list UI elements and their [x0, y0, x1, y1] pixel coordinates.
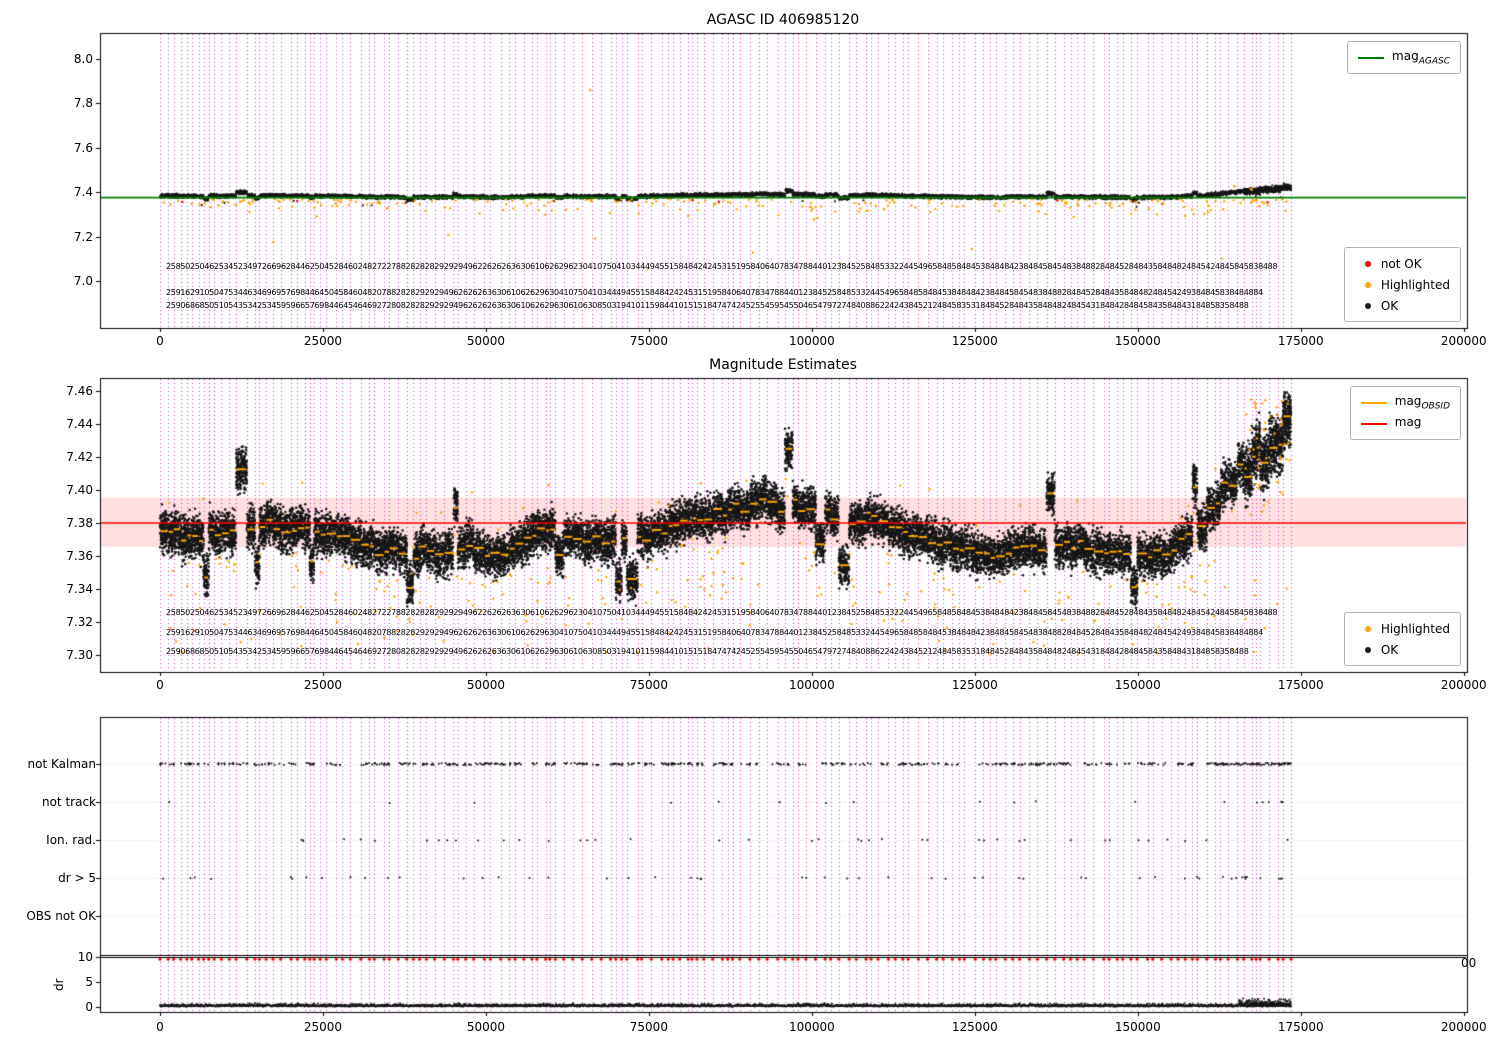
- y-tick-label: 7.42: [66, 450, 93, 465]
- x-tick-label: 50000: [466, 1020, 505, 1034]
- legend-markers-plot2: Highlighted OK: [1343, 612, 1461, 666]
- y-tick-label: 7.6: [73, 140, 93, 155]
- highlighted-marker-icon: [1364, 625, 1371, 632]
- x-tick-label: 150000: [1114, 1020, 1161, 1034]
- y-tick-label: 7.38: [66, 516, 93, 531]
- y-tick-label: 7.40: [66, 483, 93, 498]
- dr-tick-label: 10: [77, 950, 93, 964]
- x-tick-label: 150000: [1114, 334, 1161, 348]
- y-tick-label: 7.8: [73, 96, 93, 111]
- plot1-title: AGASC ID 406985120: [706, 12, 860, 28]
- mag-agasc-line-sample: [1358, 56, 1385, 59]
- legend-label: magAGASC: [1392, 48, 1450, 67]
- x-tick-label: 175000: [1277, 1020, 1324, 1034]
- legend-markers-plot1: not OK Highlighted OK: [1343, 247, 1461, 322]
- legend-label: not OK: [1380, 256, 1422, 271]
- x-tick-label: 75000: [629, 678, 668, 692]
- x-tick-label: 75000: [629, 334, 668, 348]
- x-tick-label: 25000: [303, 678, 343, 692]
- y-tick-label: 7.4: [73, 185, 93, 200]
- x-tick-label: 50000: [466, 678, 505, 692]
- legend-item-highlighted: Highlighted: [1355, 618, 1450, 639]
- mag-obsid-line-sample: [1360, 401, 1387, 404]
- x-tick-label: 25000: [303, 334, 343, 348]
- x-tick-label: 100000: [788, 334, 835, 348]
- x-tick-label: 200000: [1440, 678, 1487, 692]
- legend-label: OK: [1380, 642, 1399, 657]
- x-tick-label: 75000: [629, 1020, 668, 1034]
- legend-item-highlighted: Highlighted: [1355, 274, 1450, 295]
- highlighted-marker-icon: [1364, 281, 1371, 288]
- obsid-labels-row: 2585025046253452349726696284462504528460…: [166, 608, 1278, 617]
- legend-item-mag-obsid: magOBSID: [1360, 392, 1450, 413]
- legend-mag-agasc: magAGASC: [1347, 41, 1461, 74]
- legend-item-ok: OK: [1355, 639, 1450, 660]
- legend-item-mag-agasc: magAGASC: [1358, 47, 1450, 68]
- y-tick-label: 7.44: [66, 417, 93, 432]
- obsid-labels-row: 2591629105047534463469695769844645045846…: [166, 628, 1263, 637]
- x-tick-label: 125000: [951, 678, 998, 692]
- y-tick-label: 7.32: [66, 615, 93, 629]
- y-tick-label: 7.0: [73, 273, 93, 288]
- x-tick-label: 175000: [1277, 678, 1324, 692]
- mag-line-sample: [1360, 422, 1387, 425]
- y-tick-label: 7.2: [73, 229, 93, 244]
- dr-tick-label: 5: [85, 975, 93, 989]
- legend-lines-plot2: magOBSID mag: [1349, 386, 1461, 440]
- legend-label: mag: [1394, 414, 1422, 429]
- plot2-title: Magnitude Estimates: [709, 357, 857, 373]
- x-tick-label: 125000: [951, 334, 998, 348]
- x-tick-label: 0: [156, 334, 164, 348]
- ok-marker-icon: [1364, 302, 1371, 309]
- obsid-labels-row: 2585025046253452349726696284462504528460…: [166, 262, 1278, 271]
- x-tick-label: 100000: [788, 678, 835, 692]
- legend-label: OK: [1380, 298, 1399, 313]
- dr-tick-label: 0: [85, 1000, 93, 1014]
- obsid-labels-row: 2590686850510543534253459596657698446454…: [166, 647, 1249, 656]
- legend-item-ok: OK: [1355, 295, 1450, 316]
- ok-marker-icon: [1364, 646, 1371, 653]
- obsid-labels-row: 2590686850510543534253459596657698446454…: [166, 301, 1249, 310]
- obsid-labels-row: 2591629105047534463469695769844645045846…: [166, 288, 1263, 297]
- not-ok-marker-icon: [1364, 260, 1371, 267]
- category-label: OBS not OK: [26, 909, 96, 923]
- y-tick-label: 8.0: [73, 51, 93, 66]
- legend-label: Highlighted: [1380, 277, 1450, 292]
- x-tick-label: 150000: [1114, 678, 1161, 692]
- clipped-tick-label: 00: [1461, 956, 1477, 970]
- x-tick-label: 0: [156, 1020, 164, 1034]
- y-tick-label: 7.36: [66, 549, 93, 564]
- category-label: dr > 5: [58, 871, 96, 885]
- legend-item-mag: mag: [1360, 413, 1450, 434]
- x-tick-label: 0: [156, 678, 164, 692]
- legend-label: magOBSID: [1394, 393, 1450, 412]
- category-label: not Kalman: [27, 757, 96, 771]
- x-tick-label: 125000: [951, 1020, 998, 1034]
- category-label: not track: [41, 795, 96, 809]
- legend-label: Highlighted: [1380, 621, 1450, 636]
- x-tick-label: 200000: [1440, 1020, 1487, 1034]
- legend-item-not-ok: not OK: [1355, 253, 1450, 274]
- x-tick-label: 50000: [466, 334, 505, 348]
- x-tick-label: 175000: [1277, 334, 1324, 348]
- x-tick-label: 200000: [1440, 334, 1487, 348]
- dr-axis-label: dr: [52, 978, 66, 991]
- category-label: Ion. rad.: [46, 833, 96, 847]
- x-tick-label: 100000: [788, 1020, 835, 1034]
- y-tick-label: 7.30: [66, 648, 93, 662]
- y-tick-label: 7.34: [66, 582, 93, 596]
- x-tick-label: 25000: [303, 1020, 343, 1034]
- y-tick-label: 7.46: [66, 384, 93, 399]
